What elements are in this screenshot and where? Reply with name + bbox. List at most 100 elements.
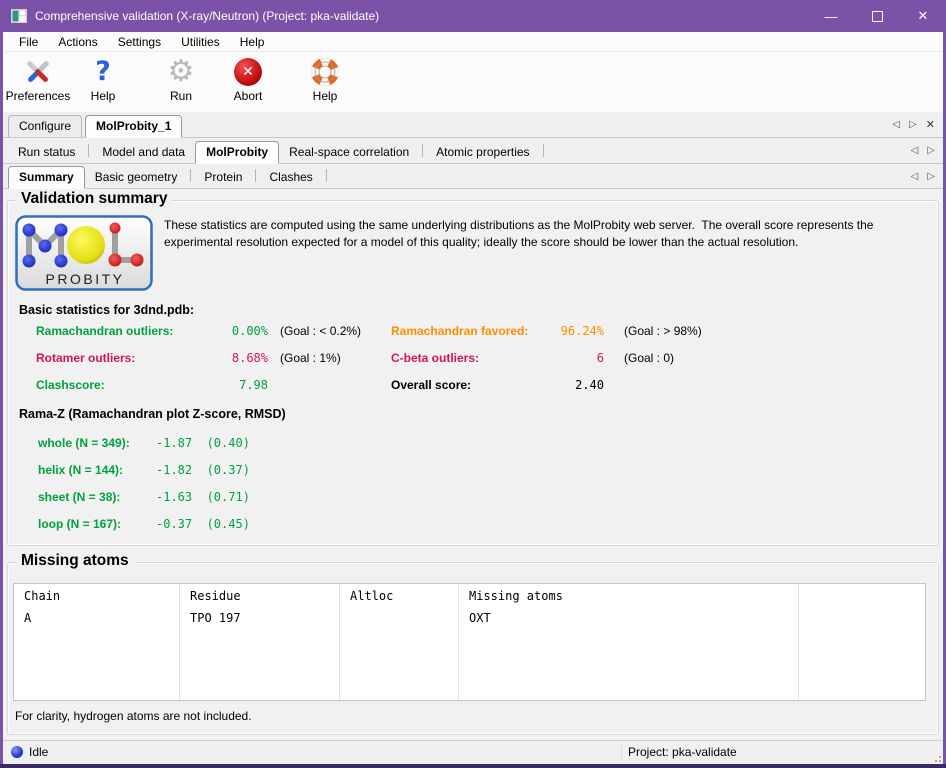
menu-settings[interactable]: Settings [117, 34, 162, 49]
notebook-level2: Run status Model and data MolProbity Rea… [3, 138, 943, 164]
resize-grip[interactable] [931, 752, 941, 762]
tab-molprobity[interactable]: MolProbity [195, 141, 280, 164]
table-cell[interactable]: A [24, 611, 32, 625]
tab-separator [255, 169, 257, 182]
toolbar-button-label: Run [169, 89, 192, 103]
missing-atoms-groupbox: Missing atoms Chain A Residue TPO 197 Al… [7, 552, 939, 735]
stat-label: C-beta outliers: [391, 351, 480, 365]
column-header[interactable]: Altloc [350, 589, 394, 603]
summary-description: These statistics are computed using the … [164, 218, 877, 249]
tab-basic-geometry[interactable]: Basic geometry [94, 170, 178, 184]
stat-value: 2.40 [575, 378, 604, 392]
menu-actions[interactable]: Actions [58, 34, 98, 49]
tab-scroll-right-icon[interactable]: ▷ [909, 119, 917, 130]
rama-z-label: sheet (N = 38): [38, 490, 121, 504]
stat-value: 6 [596, 351, 604, 365]
toolbar-button-label: Preferences [5, 89, 71, 103]
window-title: Comprehensive validation (X-ray/Neutron)… [35, 9, 380, 23]
table-cell[interactable]: TPO 197 [190, 611, 241, 625]
table-column-residue: Residue TPO 197 [180, 584, 340, 700]
table-column-empty [799, 584, 925, 700]
status-idle-icon [11, 746, 23, 758]
tab-scroll-right-icon[interactable]: ▷ [927, 170, 935, 182]
tab-scroll-left-icon[interactable]: ◁ [892, 119, 901, 130]
column-header[interactable]: Chain [24, 589, 61, 603]
table-cell[interactable] [350, 611, 458, 633]
stat-label: Rotamer outliers: [36, 351, 136, 365]
menubar: File Actions Settings Utilities Help [3, 32, 943, 51]
lifebuoy-icon [309, 55, 341, 89]
rama-z-label: whole (N = 349): [38, 436, 130, 450]
rama-z-value: -1.87 (0.40) [156, 436, 250, 450]
hydrogen-note: For clarity, hydrogen atoms are not incl… [15, 709, 252, 723]
minimize-button[interactable]: — [824, 8, 838, 24]
stat-label: Ramachandran outliers: [36, 324, 174, 338]
menu-file[interactable]: File [19, 34, 39, 49]
stat-goal: (Goal : > 98%) [624, 324, 702, 338]
rama-z-value: -1.63 (0.71) [156, 490, 250, 504]
stat-label: Clashscore: [36, 378, 105, 392]
stat-label: Overall score: [391, 378, 472, 392]
notebook-level3: Summary Basic geometry Protein Clashes ◁… [3, 164, 943, 189]
abort-button[interactable]: ✕ Abort [213, 55, 283, 110]
help-button[interactable]: ? Help [68, 55, 138, 110]
tab-separator [190, 169, 192, 182]
missing-atoms-table[interactable]: Chain A Residue TPO 197 Altloc Missing a… [13, 583, 926, 701]
missing-atoms-title: Missing atoms [16, 552, 134, 570]
maximize-button[interactable] [854, 0, 900, 32]
tab-separator [88, 144, 90, 157]
maximize-icon [871, 10, 883, 22]
stat-goal: (Goal : 0) [624, 351, 675, 365]
close-button[interactable]: ✕ [917, 8, 929, 23]
tab-run-status[interactable]: Run status [18, 145, 76, 159]
stat-value: 8.68% [231, 351, 268, 365]
tab-summary[interactable]: Summary [8, 166, 85, 189]
stat-goal: (Goal : < 0.2%) [280, 324, 362, 338]
window-bottom-border [0, 764, 946, 768]
table-cell[interactable]: OXT [469, 611, 491, 625]
status-text: Idle [29, 745, 49, 759]
rama-z-value: -1.82 (0.37) [156, 463, 250, 477]
rama-z-value: -0.37 (0.45) [156, 517, 250, 531]
rama-z-label: loop (N = 167): [38, 517, 122, 531]
run-button[interactable]: ⚙ Run [146, 55, 216, 110]
tab-scroll-left-icon[interactable]: ◁ [910, 145, 919, 156]
molprobity-logo: PROBITY [15, 215, 153, 291]
tab-close-icon[interactable]: ✕ [925, 118, 935, 131]
toolbar-button-label: Abort [233, 89, 263, 103]
tab-scroll-right-icon[interactable]: ▷ [927, 145, 935, 156]
stat-value: 0.00% [231, 324, 268, 338]
help-lifebuoy-button[interactable]: Help [290, 55, 360, 110]
preferences-button[interactable]: Preferences [3, 55, 73, 110]
molprobity-logo-text: PROBITY [46, 271, 125, 287]
rama-z-heading: Rama-Z (Ramachandran plot Z-score, RMSD) [19, 407, 286, 421]
stat-label: Ramachandran favored: [391, 324, 529, 338]
abort-icon: ✕ [234, 55, 262, 89]
tab-atomic-properties[interactable]: Atomic properties [436, 145, 530, 159]
column-header[interactable]: Residue [190, 589, 241, 603]
toolbar-button-label: Help [90, 89, 116, 103]
tab-separator [542, 144, 544, 157]
question-icon: ? [95, 56, 111, 87]
tab-molprobity-1[interactable]: MolProbity_1 [85, 115, 183, 138]
menu-help[interactable]: Help [239, 34, 265, 49]
app-icon [11, 9, 27, 23]
tab-configure[interactable]: Configure [8, 115, 83, 137]
tab-scroll-left-icon[interactable]: ◁ [910, 170, 919, 182]
column-header[interactable]: Missing atoms [469, 589, 563, 603]
project-label: Project: pka-validate [628, 745, 737, 759]
tab-real-space-correlation[interactable]: Real-space correlation [289, 145, 410, 159]
tab-separator [325, 169, 327, 182]
table-column-chain: Chain A [14, 584, 180, 700]
notebook-level1: Configure MolProbity_1 ◁ ▷ ✕ [3, 112, 943, 138]
stat-value: 96.24% [560, 324, 604, 338]
titlebar: Comprehensive validation (X-ray/Neutron)… [0, 0, 946, 32]
statusbar-divider [621, 744, 622, 761]
menu-utilities[interactable]: Utilities [181, 34, 220, 49]
summary-panel: Validation summary [3, 189, 943, 740]
tab-protein[interactable]: Protein [204, 170, 243, 184]
tab-clashes[interactable]: Clashes [269, 170, 313, 184]
table-column-missing-atoms: Missing atoms OXT [459, 584, 799, 700]
tab-model-and-data[interactable]: Model and data [102, 145, 186, 159]
tools-icon [22, 55, 54, 89]
